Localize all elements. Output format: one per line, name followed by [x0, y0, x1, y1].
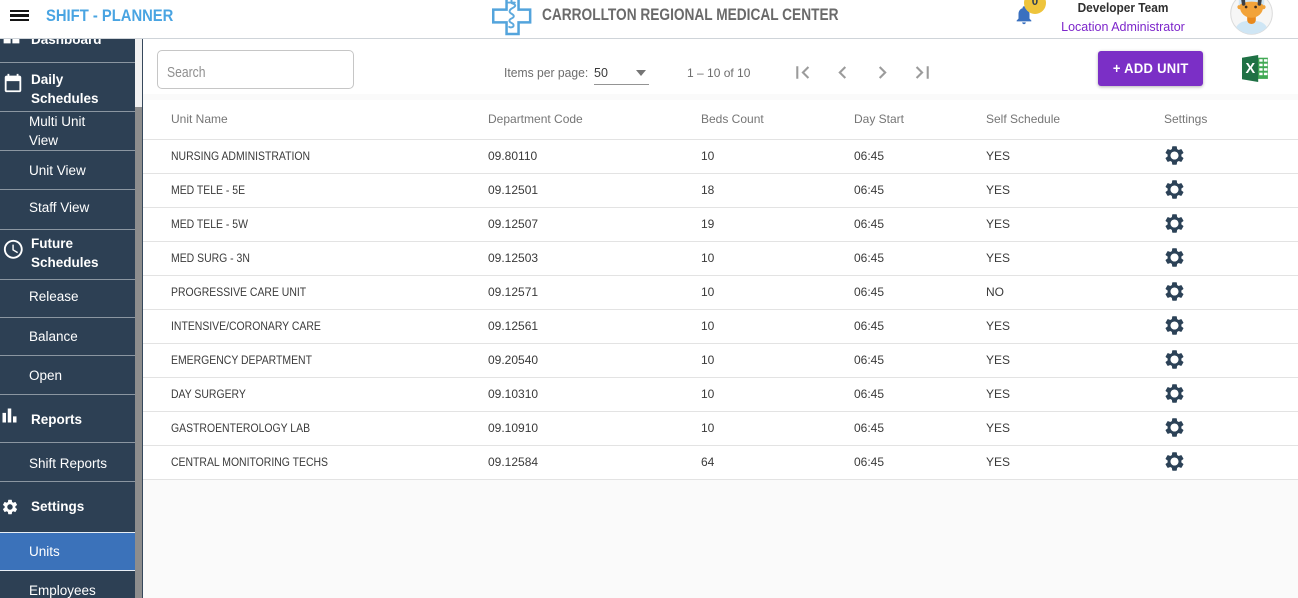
svg-text:X: X	[1245, 61, 1255, 77]
